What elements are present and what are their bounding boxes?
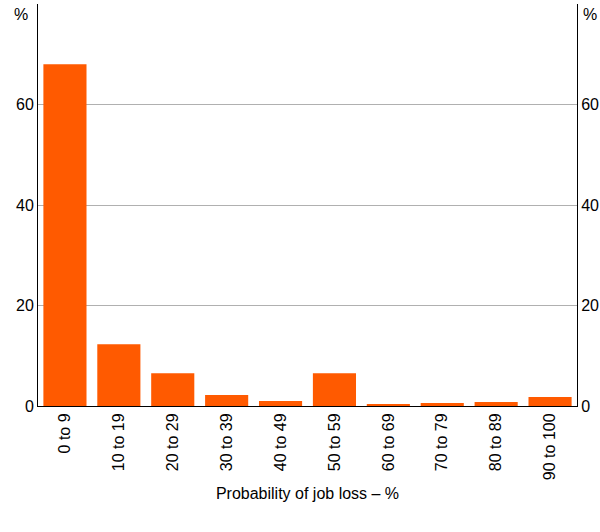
svg-text:0: 0 (25, 398, 34, 415)
svg-text:0: 0 (581, 398, 590, 415)
svg-text:40: 40 (16, 197, 34, 214)
svg-text:%: % (14, 6, 28, 23)
svg-text:50 to 59: 50 to 59 (326, 413, 343, 471)
svg-text:40: 40 (581, 197, 599, 214)
svg-text:20: 20 (16, 297, 34, 314)
svg-text:70 to 79: 70 to 79 (433, 413, 450, 471)
svg-text:90 to 100: 90 to 100 (541, 413, 558, 480)
svg-text:80 to 89: 80 to 89 (487, 413, 504, 471)
svg-text:20: 20 (581, 297, 599, 314)
svg-text:60: 60 (16, 96, 34, 113)
svg-text:40 to 49: 40 to 49 (272, 413, 289, 471)
svg-text:60: 60 (581, 96, 599, 113)
svg-text:30 to 39: 30 to 39 (218, 413, 235, 471)
svg-text:0 to 9: 0 to 9 (56, 413, 73, 453)
svg-text:20 to 29: 20 to 29 (164, 413, 181, 471)
svg-text:Probability of job loss – %: Probability of job loss – % (216, 485, 399, 502)
svg-text:%: % (583, 6, 597, 23)
svg-text:10 to 19: 10 to 19 (110, 413, 127, 471)
svg-text:60 to 69: 60 to 69 (380, 413, 397, 471)
